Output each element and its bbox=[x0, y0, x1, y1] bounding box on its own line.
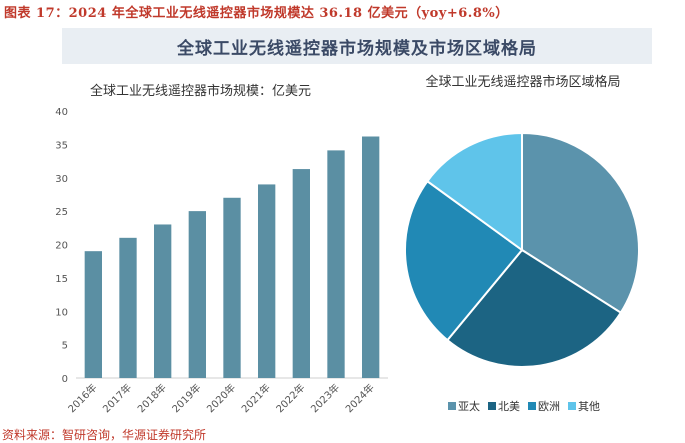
legend-swatch-4 bbox=[568, 402, 576, 410]
pie-slice bbox=[404, 179, 524, 342]
y-tick-label: 40 bbox=[55, 107, 68, 118]
banner: 全球工业无线遥控器市场规模及市场区域格局 bbox=[62, 28, 652, 64]
x-tick-label: 2017年 bbox=[100, 381, 134, 415]
legend-item: 北美 bbox=[488, 398, 520, 414]
bar bbox=[258, 184, 276, 378]
y-tick-label: 5 bbox=[62, 341, 68, 352]
y-tick-label: 30 bbox=[55, 174, 68, 185]
bar bbox=[292, 169, 310, 378]
bar-chart-title: 全球工业无线遥控器市场规模：亿美元 bbox=[90, 84, 312, 99]
bar bbox=[362, 136, 380, 378]
y-tick-label: 20 bbox=[55, 241, 68, 252]
legend-item: 其他 bbox=[568, 398, 600, 414]
bar bbox=[84, 251, 102, 378]
legend-swatch-2 bbox=[488, 402, 496, 410]
x-tick-label: 2020年 bbox=[204, 381, 238, 415]
legend-label: 其他 bbox=[578, 400, 600, 413]
y-tick-label: 15 bbox=[55, 274, 68, 285]
x-tick-label: 2019年 bbox=[169, 381, 203, 415]
legend-swatch-3 bbox=[528, 402, 536, 410]
bar bbox=[188, 211, 206, 378]
x-tick-label: 2023年 bbox=[308, 381, 342, 415]
y-tick-label: 25 bbox=[55, 207, 68, 218]
legend-label: 欧洲 bbox=[538, 400, 560, 413]
x-tick-label: 2024年 bbox=[343, 381, 377, 415]
x-tick-label: 2021年 bbox=[239, 381, 273, 415]
source-note: 资料来源：智研咨询，华源证券研究所 bbox=[2, 428, 207, 442]
legend-item: 亚太 bbox=[448, 398, 480, 414]
x-tick-label: 2018年 bbox=[135, 381, 169, 415]
legend-item: 欧洲 bbox=[528, 398, 560, 414]
bar bbox=[154, 224, 172, 378]
pie-legend: 亚太 北美 欧洲 其他 bbox=[448, 398, 600, 414]
x-tick-label: 2016年 bbox=[65, 381, 99, 415]
banner-title: 全球工业无线遥控器市场规模及市场区域格局 bbox=[177, 38, 537, 59]
bar bbox=[223, 197, 241, 378]
pie-slice bbox=[425, 131, 523, 252]
x-tick-label: 2022年 bbox=[273, 381, 307, 415]
figure-caption: 图表 17：2024 年全球工业无线遥控器市场规模达 36.18 亿美元（yoy… bbox=[4, 6, 509, 21]
y-tick-label: 35 bbox=[55, 140, 68, 151]
pie-slice bbox=[446, 248, 623, 368]
pie-chart-title: 全球工业无线遥控器市场区域格局 bbox=[425, 75, 621, 90]
legend-label: 北美 bbox=[498, 400, 520, 413]
legend-swatch-1 bbox=[448, 402, 456, 410]
y-tick-label: 10 bbox=[55, 307, 68, 318]
bar bbox=[119, 237, 137, 378]
y-tick-label: 0 bbox=[62, 374, 68, 385]
bar bbox=[327, 150, 345, 378]
legend-label: 亚太 bbox=[458, 400, 480, 413]
